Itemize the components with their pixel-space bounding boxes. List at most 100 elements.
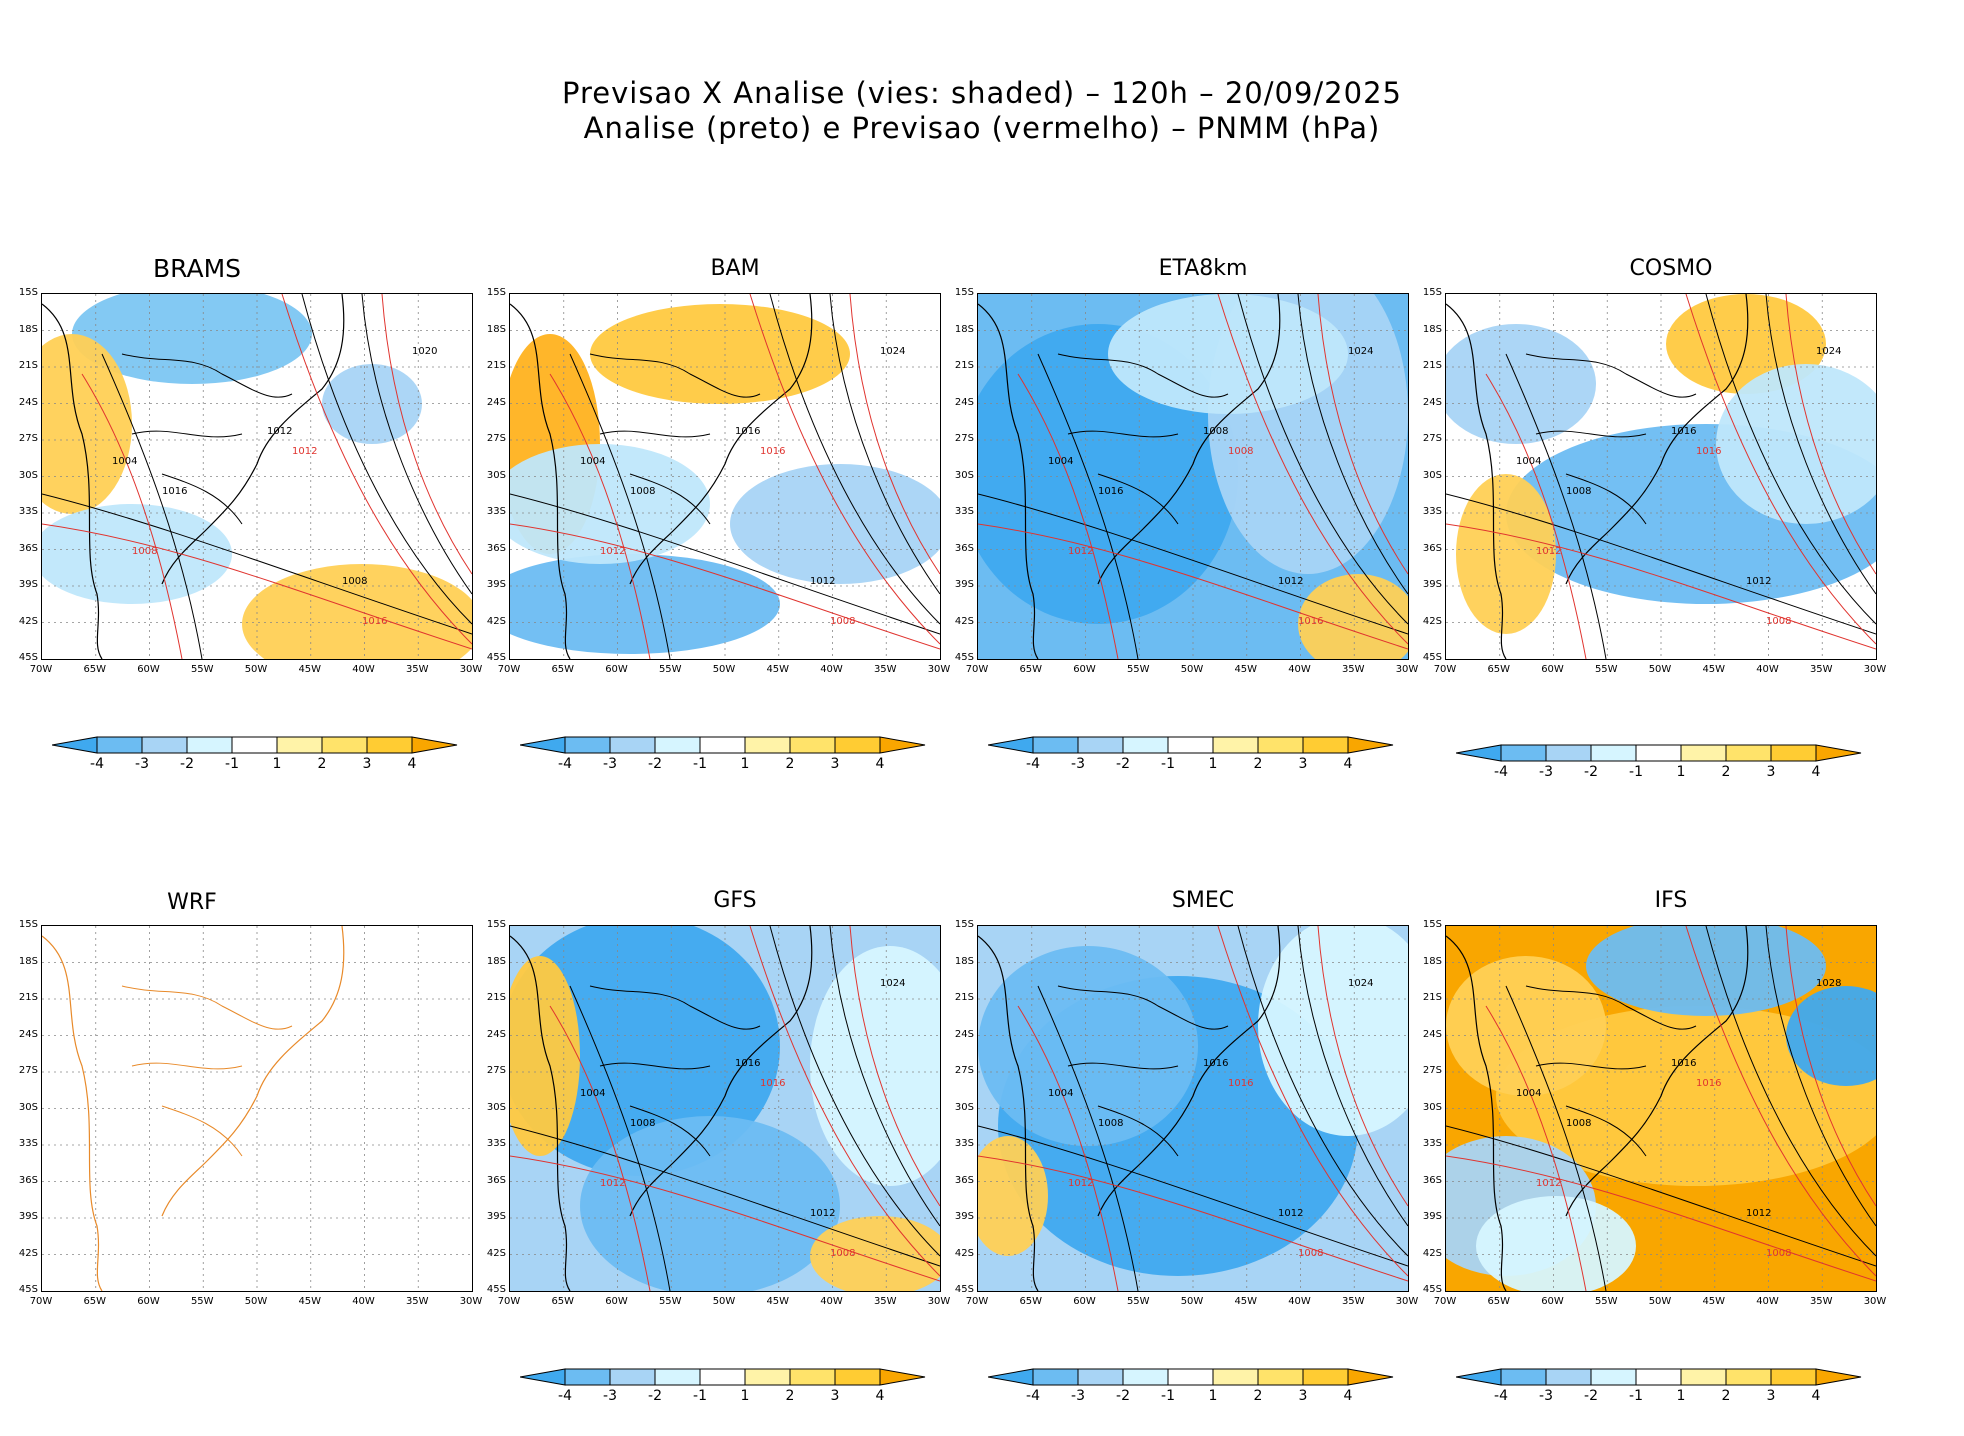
colorbar-tick-label: -1 bbox=[693, 756, 707, 772]
colorbar-tick-label: -4 bbox=[558, 756, 572, 772]
colorbar-segment bbox=[1212, 1368, 1259, 1386]
lat-tick-label: 21S bbox=[954, 992, 974, 1003]
lon-tick-label: 55W bbox=[658, 664, 682, 675]
lat-tick-label: 24S bbox=[1422, 1028, 1442, 1040]
bias-shade-region bbox=[510, 956, 580, 1156]
colorbar-segment bbox=[1590, 744, 1637, 762]
lon-tick-label: 35W bbox=[873, 1296, 897, 1307]
isobar-label: 1008 bbox=[342, 576, 367, 587]
colorbar: -4 -3 -2 -1 1 2 3 4 bbox=[1455, 744, 1876, 784]
colorbar-segment bbox=[1032, 1368, 1079, 1386]
forecast-isobar bbox=[1317, 294, 1408, 575]
coastline-west bbox=[978, 935, 1039, 1291]
coastline-west bbox=[510, 935, 571, 1291]
colorbar-tick-label: 1 bbox=[1676, 1388, 1686, 1404]
colorbar-segment bbox=[1257, 736, 1304, 754]
lat-tick-label: 45S bbox=[486, 652, 506, 663]
colorbar-tick-label: -2 bbox=[180, 756, 194, 772]
analysis-isobar bbox=[301, 294, 472, 625]
bias-shade-region bbox=[1108, 294, 1348, 414]
colorbar-segment bbox=[564, 736, 611, 754]
colorbar-tick-label: 3 bbox=[1766, 764, 1776, 780]
colorbar-svg bbox=[51, 736, 458, 754]
lon-tick-label: 35W bbox=[405, 664, 429, 675]
lon-tick-label: 50W bbox=[712, 664, 736, 675]
lat-tick-label: 18S bbox=[18, 323, 38, 335]
lon-tick-label: 45W bbox=[298, 664, 322, 675]
bias-shade-region bbox=[1446, 324, 1596, 444]
lon-tick-label: 60W bbox=[1541, 1296, 1564, 1307]
colorbar-tick-label: 2 bbox=[1721, 1388, 1731, 1404]
lat-tick-label: 39S bbox=[1422, 579, 1442, 590]
lat-tick-label: 15S bbox=[486, 919, 506, 930]
colorbar-tick-label: 2 bbox=[317, 756, 327, 772]
isobar-label: 1016 bbox=[760, 1078, 785, 1089]
isobar-label: 1012 bbox=[1278, 576, 1303, 587]
colorbar-segment bbox=[1770, 744, 1817, 762]
coastline-west bbox=[42, 935, 103, 1291]
lon-tick-label: 45W bbox=[1702, 1296, 1726, 1307]
lon-tick-label: 30W bbox=[1863, 1296, 1887, 1307]
forecast-isobar bbox=[1685, 294, 1876, 645]
colorbar-svg bbox=[519, 1368, 926, 1386]
lon-tick-label: 50W bbox=[1180, 1296, 1204, 1307]
isobar-label: 1012 bbox=[1746, 576, 1771, 587]
colorbar-segment bbox=[1212, 736, 1259, 754]
colorbar-svg bbox=[519, 736, 926, 754]
lon-tick-label: 45W bbox=[298, 1296, 322, 1307]
colorbar-arrow-left bbox=[51, 736, 98, 754]
colorbar-tick-label: -3 bbox=[1071, 1388, 1085, 1404]
colorbar-tick-label: 1 bbox=[740, 1388, 750, 1404]
lat-tick-label: 39S bbox=[1422, 1211, 1442, 1222]
lat-tick-label: 15S bbox=[18, 919, 38, 930]
colorbar-tick-label: -2 bbox=[648, 756, 662, 772]
isobar-label: 1016 bbox=[1696, 1078, 1721, 1089]
analysis-isobar bbox=[569, 353, 671, 659]
map-canvas bbox=[42, 926, 472, 1291]
lat-tick-label: 21S bbox=[486, 360, 506, 371]
isobar-label: 1012 bbox=[1746, 1208, 1771, 1219]
lon-tick-label: 30W bbox=[459, 1296, 483, 1307]
colorbar-tick-label: -1 bbox=[693, 1388, 707, 1404]
lat-tick-label: 36S bbox=[954, 1174, 974, 1186]
isobar-label: 1012 bbox=[600, 546, 625, 557]
lat-tick-label: 15S bbox=[18, 287, 38, 298]
isobar-label: 1024 bbox=[880, 346, 905, 357]
colorbar-segment bbox=[96, 736, 143, 754]
colorbar-tick-label: -1 bbox=[1161, 756, 1175, 772]
isobar-label: 1012 bbox=[1536, 1178, 1561, 1189]
map-canvas: 1016 1012 1008 1004 1024 1012 1016 1008 bbox=[510, 294, 940, 659]
panel-title: BRAMS bbox=[152, 254, 242, 283]
isobar-label: 1004 bbox=[580, 1088, 605, 1099]
lat-tick-label: 39S bbox=[486, 579, 506, 590]
colorbar-segment bbox=[1167, 736, 1214, 754]
forecast-isobar bbox=[1785, 926, 1876, 1207]
lon-tick-label: 40W bbox=[1756, 664, 1779, 675]
colorbar-tick-label: 1 bbox=[1676, 764, 1686, 780]
lon-tick-label: 65W bbox=[1487, 664, 1511, 675]
isobar-label: 1012 bbox=[1068, 546, 1093, 557]
lat-tick-label: 21S bbox=[18, 992, 38, 1003]
country-borders bbox=[1525, 985, 1697, 1157]
lat-tick-label: 30S bbox=[954, 1101, 974, 1113]
lon-tick-label: 60W bbox=[1073, 1296, 1096, 1307]
bias-shade-region bbox=[1476, 1196, 1636, 1291]
country-borders bbox=[121, 353, 293, 525]
lat-tick-label: 33S bbox=[1422, 1138, 1442, 1149]
panel-smec: SMEC 1016 1012 1008 1004 1024 1012 1016 1008 15S 1… bbox=[955, 888, 1438, 1320]
analysis-isobar bbox=[1505, 353, 1607, 659]
panel-title: SMEC bbox=[1171, 888, 1235, 913]
lat-tick-label: 33S bbox=[954, 506, 974, 517]
colorbar-arrow-left bbox=[987, 736, 1034, 754]
colorbar-segment bbox=[744, 736, 791, 754]
colorbar-arrow-left bbox=[1455, 744, 1502, 762]
lon-tick-label: 70W bbox=[1433, 1296, 1457, 1307]
forecast-isobar bbox=[849, 926, 940, 1207]
coastline-west bbox=[510, 303, 571, 659]
lon-tick-label: 55W bbox=[658, 1296, 682, 1307]
colorbar-segment bbox=[609, 736, 656, 754]
analysis-isobar bbox=[1297, 294, 1408, 595]
lat-tick-label: 18S bbox=[954, 323, 974, 335]
lon-tick-label: 45W bbox=[1702, 664, 1726, 675]
colorbar-tick-label: 1 bbox=[740, 756, 750, 772]
